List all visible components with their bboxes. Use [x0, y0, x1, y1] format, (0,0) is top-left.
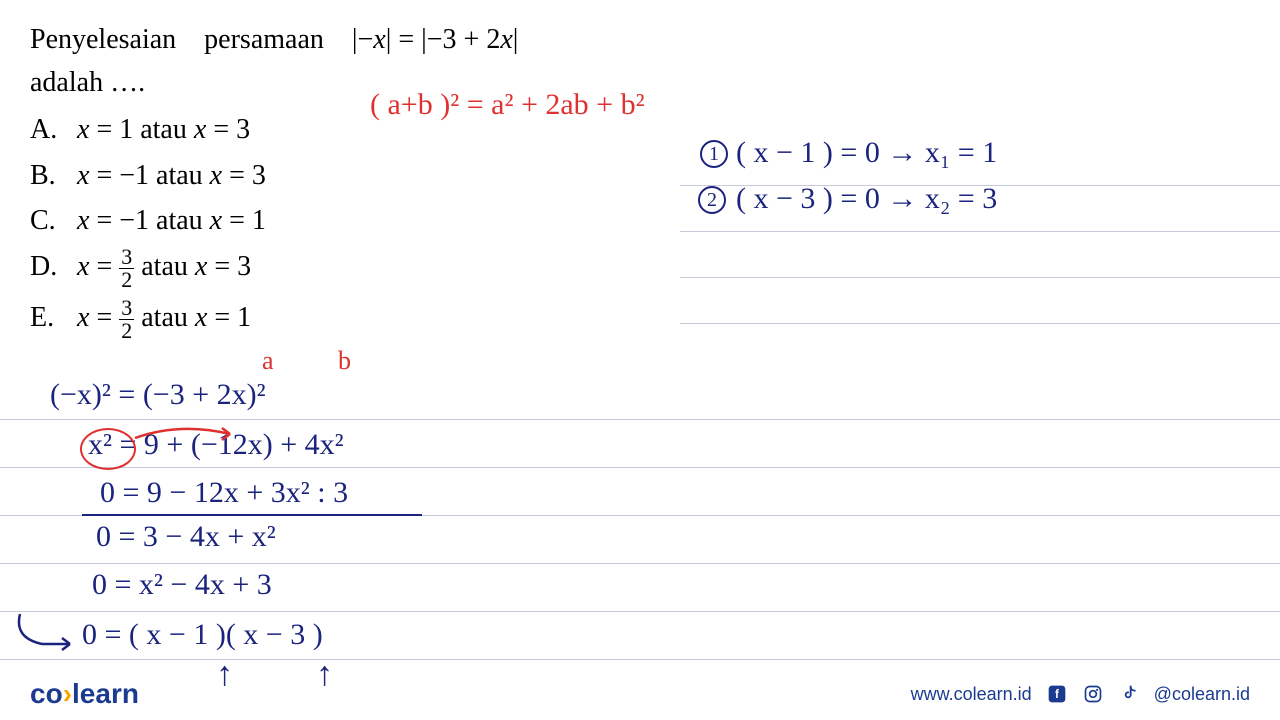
option-text: x = 1 atau x = 3: [77, 114, 250, 145]
red-circle-x2: [80, 428, 136, 470]
step-1-text: ( x − 1 ) = 0 → x₁ = 1: [736, 136, 997, 170]
main-ruled-area: [0, 372, 1280, 660]
facebook-icon: f: [1046, 683, 1068, 705]
question-line1: Penyelesaian persamaan |−x| = |−3 + 2x|: [30, 20, 1250, 59]
page-content: Penyelesaian persamaan |−x| = |−3 + 2x| …: [0, 0, 1280, 368]
rule-line: [680, 232, 1280, 278]
footer-right: www.colearn.id f @colearn.id: [911, 683, 1250, 705]
step-number-2: 2: [698, 186, 726, 214]
option-text: x = −1 atau x = 1: [77, 205, 266, 236]
hand-red-formula: ( a+b )² = a² + 2ab + b²: [370, 88, 645, 122]
svg-text:f: f: [1055, 688, 1059, 701]
footer-url: www.colearn.id: [911, 684, 1032, 705]
red-arrow-icon: [130, 420, 240, 450]
footer-handle: @colearn.id: [1154, 684, 1250, 705]
option-label: E.: [30, 298, 70, 337]
option-label: B.: [30, 156, 70, 195]
option-label: A.: [30, 110, 70, 149]
option-text: x = −1 atau x = 3: [77, 160, 266, 191]
step-number-1: 1: [700, 140, 728, 168]
work-line-3: 0 = 9 − 12x + 3x² : 3: [100, 476, 348, 510]
logo-learn: learn: [72, 678, 139, 709]
logo-co: co: [30, 678, 63, 709]
footer: co›learn www.colearn.id f @colearn.id: [0, 676, 1280, 720]
tiktok-icon: [1118, 683, 1140, 705]
work-line-4: 0 = 3 − 4x + x²: [96, 520, 276, 554]
work-line-5: 0 = x² − 4x + 3: [92, 568, 272, 602]
option-label: D.: [30, 247, 70, 286]
instagram-icon: [1082, 683, 1104, 705]
logo-chevron-icon: ›: [63, 678, 72, 709]
work-line-1: (−x)² = (−3 + 2x)²: [50, 378, 266, 412]
option-label: C.: [30, 201, 70, 240]
rule-line: [680, 278, 1280, 324]
option-text: x = 32 atau x = 3: [77, 251, 251, 282]
option-text: x = 32 atau x = 1: [77, 302, 251, 333]
blue-curve-arrow-icon: [12, 608, 82, 658]
question-equation: |−x| = |−3 + 2x|: [352, 24, 518, 55]
question-prefix: Penyelesaian persamaan: [30, 24, 352, 55]
work-line-6: 0 = ( x − 1 )( x − 3 ): [82, 618, 323, 652]
step-2-text: ( x − 3 ) = 0 → x₂ = 3: [736, 182, 997, 216]
brand-logo: co›learn: [30, 678, 139, 710]
division-underline: [82, 514, 422, 516]
